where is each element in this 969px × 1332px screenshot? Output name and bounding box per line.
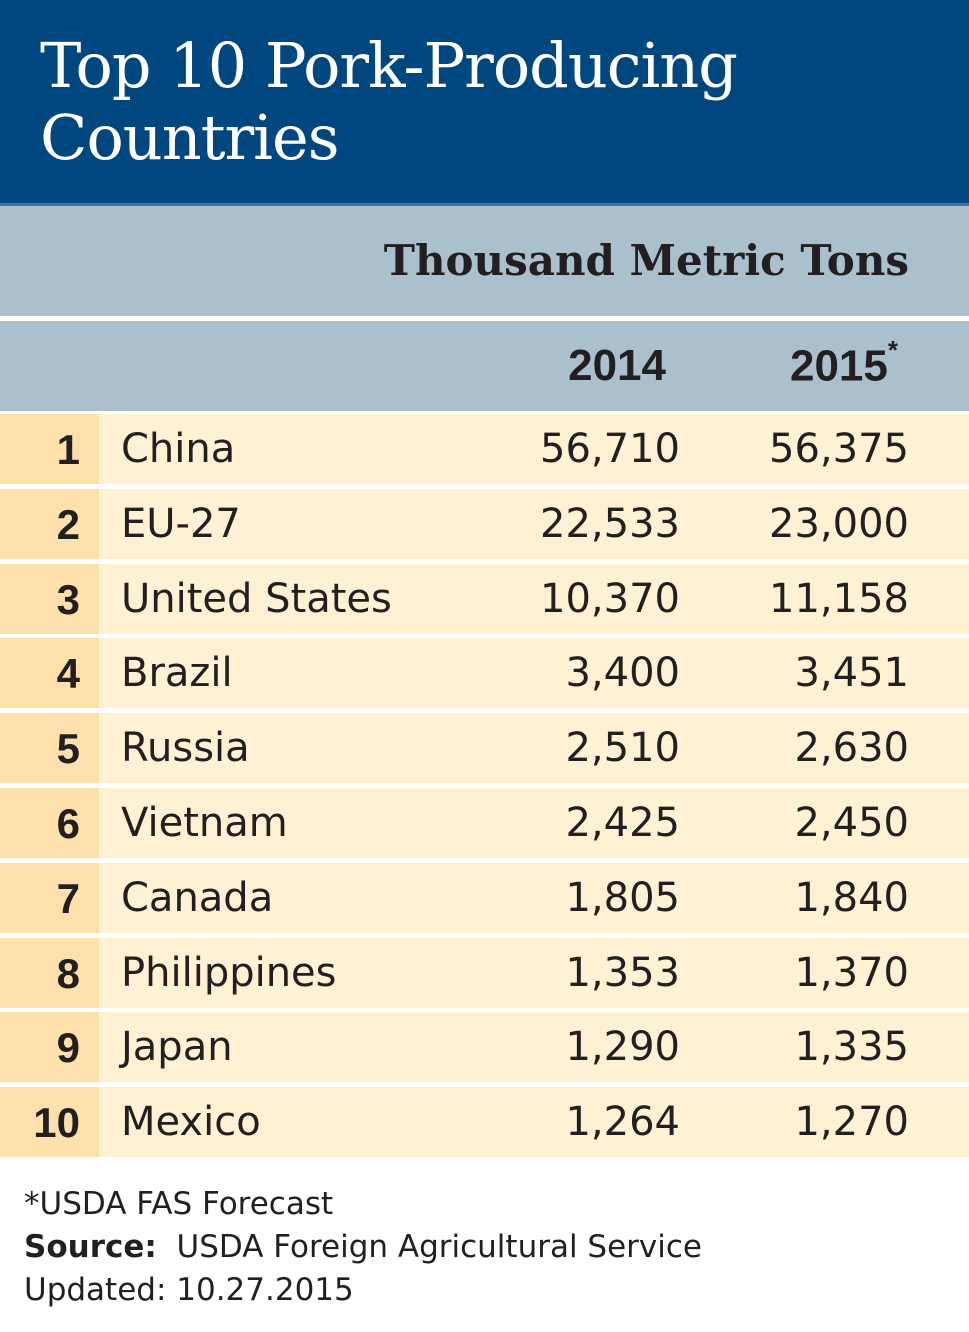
updated-date: Updated: 10.27.2015 (24, 1272, 354, 1308)
value-2014: 2,425 (565, 799, 680, 846)
value-2015: 23,000 (769, 500, 909, 547)
value-2014: 10,370 (540, 575, 680, 622)
table-row: 4 Brazil 3,400 3,451 (0, 638, 969, 709)
country-name: EU-27 (121, 500, 241, 547)
country-name: China (121, 426, 236, 472)
country-name: Vietnam (121, 799, 288, 846)
rank: 9 (56, 1024, 80, 1072)
rank-cell: 10 (0, 1087, 99, 1158)
rank-cell: 3 (0, 563, 99, 634)
table-body: 1 China 56,710 56,375 2 EU-27 22,533 23,000 3 Uni… (0, 414, 969, 1162)
country-name: Philippines (121, 949, 337, 996)
country-name: Canada (121, 874, 274, 921)
value-2015: 2,450 (794, 799, 909, 846)
source-value: USDA Foreign Agricultural Service (176, 1229, 703, 1265)
rank-cell: 9 (0, 1012, 99, 1083)
table-row: 2 EU-27 22,533 23,000 (0, 488, 969, 559)
chart-title: Top 10 Pork-Producing Countries (40, 29, 738, 174)
forecast-note: *USDA FAS Forecast (24, 1186, 334, 1222)
value-2015: 1,370 (794, 949, 909, 996)
column-header-2014: 2014 (568, 341, 666, 390)
value-2015: 11,158 (769, 575, 909, 622)
value-2015: 1,335 (794, 1024, 909, 1071)
title-banner: Top 10 Pork-Producing Countries (0, 0, 969, 203)
rank: 8 (56, 949, 80, 997)
table-row: 7 Canada 1,805 1,840 (0, 862, 969, 933)
unit-header: Thousand Metric Tons (0, 203, 969, 316)
table-row: 5 Russia 2,510 2,630 (0, 713, 969, 784)
footer-notes: *USDA FAS Forecast Source: USDA Foreign … (24, 1183, 702, 1312)
rank-cell: 8 (0, 937, 99, 1008)
value-2015: 56,375 (769, 426, 909, 472)
forecast-marker: * (887, 335, 898, 365)
country-name: Mexico (121, 1099, 261, 1146)
value-2014: 56,710 (540, 426, 680, 472)
value-2015: 2,630 (794, 725, 909, 772)
table-row: 1 China 56,710 56,375 (0, 414, 969, 484)
source-label: Source: (24, 1229, 157, 1265)
value-2014: 1,264 (565, 1099, 680, 1146)
rank: 10 (33, 1099, 80, 1147)
rank-cell: 7 (0, 862, 99, 933)
rank-cell: 6 (0, 787, 99, 858)
country-name: Japan (121, 1024, 233, 1071)
table-row: 8 Philippines 1,353 1,370 (0, 937, 969, 1008)
country-name: Brazil (121, 650, 233, 697)
column-header-2015: 2015* (789, 335, 898, 391)
value-2014: 1,290 (565, 1024, 680, 1071)
value-2015: 3,451 (794, 650, 909, 697)
rank: 1 (56, 426, 80, 473)
value-2015: 1,840 (794, 874, 909, 921)
rank: 3 (56, 575, 80, 623)
rank-cell: 2 (0, 488, 99, 559)
source-line: Source: USDA Foreign Agricultural Servic… (24, 1226, 702, 1269)
value-2015: 1,270 (794, 1099, 909, 1146)
table-row: 3 United States 10,370 11,158 (0, 563, 969, 634)
rank: 7 (56, 874, 80, 922)
table-row: 9 Japan 1,290 1,335 (0, 1012, 969, 1083)
rank: 6 (56, 799, 80, 847)
country-name: Russia (121, 725, 250, 772)
value-2014: 2,510 (565, 725, 680, 772)
value-2014: 3,400 (565, 650, 680, 697)
table-row: 10 Mexico 1,264 1,270 (0, 1087, 969, 1158)
rank-cell: 1 (0, 414, 99, 484)
table-row: 6 Vietnam 2,425 2,450 (0, 787, 969, 858)
rank-cell: 4 (0, 638, 99, 709)
column-header-row: 2014 2015* (0, 321, 969, 411)
value-2014: 1,805 (565, 874, 680, 921)
value-2014: 22,533 (540, 500, 680, 547)
rank: 4 (56, 650, 80, 698)
value-2014: 1,353 (565, 949, 680, 996)
rank-cell: 5 (0, 713, 99, 784)
rank: 2 (56, 500, 80, 548)
rank: 5 (56, 725, 80, 773)
country-name: United States (121, 575, 392, 622)
unit-label: Thousand Metric Tons (383, 236, 909, 285)
